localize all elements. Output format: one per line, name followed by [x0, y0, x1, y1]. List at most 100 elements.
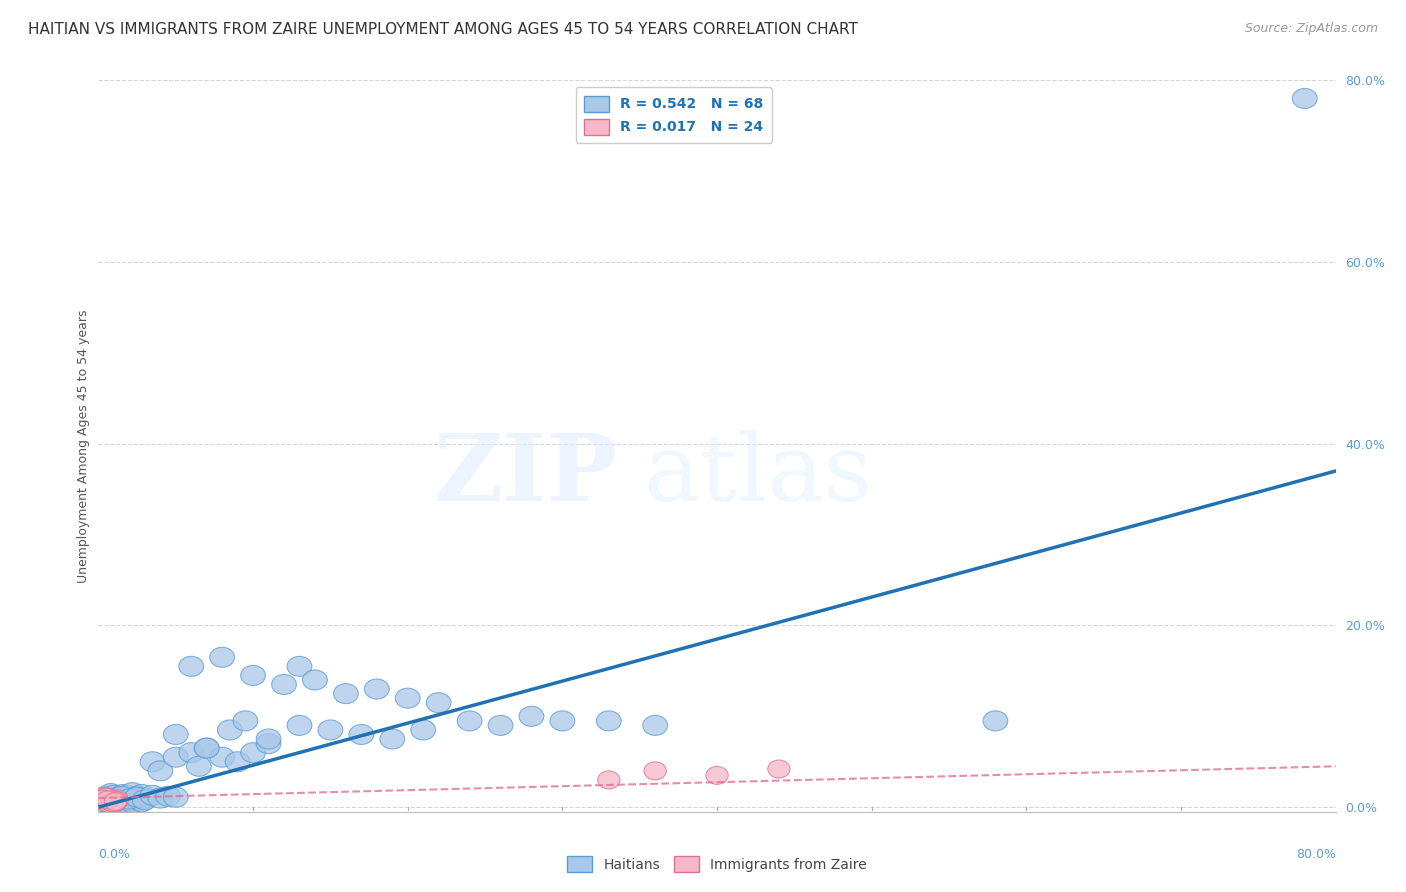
Ellipse shape: [598, 771, 620, 789]
Ellipse shape: [129, 792, 155, 812]
Ellipse shape: [163, 724, 188, 745]
Ellipse shape: [110, 786, 134, 806]
Ellipse shape: [209, 747, 235, 767]
Ellipse shape: [93, 789, 115, 807]
Text: ZIP: ZIP: [434, 430, 619, 520]
Ellipse shape: [395, 688, 420, 708]
Ellipse shape: [519, 706, 544, 726]
Ellipse shape: [179, 743, 204, 763]
Ellipse shape: [101, 785, 127, 805]
Ellipse shape: [768, 760, 790, 778]
Ellipse shape: [105, 792, 128, 810]
Ellipse shape: [194, 738, 219, 758]
Ellipse shape: [117, 789, 142, 809]
Legend: Haitians, Immigrants from Zaire: Haitians, Immigrants from Zaire: [562, 851, 872, 878]
Ellipse shape: [125, 787, 149, 807]
Ellipse shape: [163, 747, 188, 767]
Ellipse shape: [644, 762, 666, 780]
Ellipse shape: [349, 724, 374, 745]
Ellipse shape: [93, 788, 115, 805]
Ellipse shape: [233, 711, 257, 731]
Text: Source: ZipAtlas.com: Source: ZipAtlas.com: [1244, 22, 1378, 36]
Ellipse shape: [114, 794, 139, 814]
Ellipse shape: [105, 790, 128, 808]
Ellipse shape: [100, 793, 122, 811]
Ellipse shape: [104, 793, 127, 811]
Ellipse shape: [94, 786, 118, 806]
Ellipse shape: [120, 782, 145, 803]
Ellipse shape: [101, 790, 127, 810]
Ellipse shape: [120, 793, 145, 813]
Ellipse shape: [287, 715, 312, 735]
Ellipse shape: [225, 752, 250, 772]
Ellipse shape: [103, 791, 125, 809]
Ellipse shape: [550, 711, 575, 731]
Ellipse shape: [218, 720, 242, 740]
Ellipse shape: [148, 761, 173, 780]
Ellipse shape: [129, 784, 155, 805]
Ellipse shape: [141, 752, 165, 772]
Ellipse shape: [132, 789, 157, 808]
Ellipse shape: [132, 790, 157, 810]
Ellipse shape: [104, 789, 129, 808]
Text: HAITIAN VS IMMIGRANTS FROM ZAIRE UNEMPLOYMENT AMONG AGES 45 TO 54 YEARS CORRELAT: HAITIAN VS IMMIGRANTS FROM ZAIRE UNEMPLO…: [28, 22, 858, 37]
Ellipse shape: [100, 796, 122, 814]
Ellipse shape: [426, 693, 451, 713]
Ellipse shape: [156, 786, 180, 806]
Ellipse shape: [96, 789, 117, 806]
Ellipse shape: [98, 793, 121, 811]
Text: atlas: atlas: [643, 430, 872, 520]
Ellipse shape: [380, 729, 405, 749]
Ellipse shape: [96, 792, 117, 810]
Ellipse shape: [163, 787, 188, 807]
Ellipse shape: [643, 715, 668, 735]
Ellipse shape: [457, 711, 482, 731]
Ellipse shape: [240, 665, 266, 685]
Ellipse shape: [333, 683, 359, 704]
Ellipse shape: [97, 794, 120, 812]
Ellipse shape: [256, 733, 281, 754]
Y-axis label: Unemployment Among Ages 45 to 54 years: Unemployment Among Ages 45 to 54 years: [77, 310, 90, 582]
Ellipse shape: [596, 711, 621, 731]
Ellipse shape: [94, 793, 118, 813]
Ellipse shape: [125, 786, 149, 806]
Ellipse shape: [194, 738, 219, 758]
Ellipse shape: [271, 674, 297, 695]
Ellipse shape: [411, 720, 436, 740]
Ellipse shape: [115, 785, 141, 805]
Ellipse shape: [148, 789, 173, 808]
Ellipse shape: [98, 795, 121, 813]
Ellipse shape: [111, 784, 135, 805]
Ellipse shape: [364, 679, 389, 699]
Ellipse shape: [488, 715, 513, 735]
Ellipse shape: [101, 794, 124, 812]
Ellipse shape: [103, 795, 125, 813]
Ellipse shape: [101, 795, 127, 814]
Ellipse shape: [94, 789, 118, 808]
Ellipse shape: [125, 789, 149, 809]
Ellipse shape: [1292, 88, 1317, 109]
Ellipse shape: [91, 794, 114, 812]
Ellipse shape: [110, 792, 134, 812]
Ellipse shape: [209, 648, 235, 667]
Ellipse shape: [97, 791, 120, 809]
Ellipse shape: [98, 783, 124, 804]
Ellipse shape: [107, 787, 131, 807]
Ellipse shape: [706, 766, 728, 784]
Text: 0.0%: 0.0%: [98, 848, 131, 862]
Ellipse shape: [98, 790, 124, 810]
Ellipse shape: [187, 756, 211, 776]
Ellipse shape: [287, 657, 312, 676]
Ellipse shape: [179, 657, 204, 676]
Ellipse shape: [91, 790, 114, 808]
Ellipse shape: [141, 785, 165, 805]
Ellipse shape: [983, 711, 1008, 731]
Text: 80.0%: 80.0%: [1296, 848, 1336, 862]
Ellipse shape: [97, 791, 120, 809]
Ellipse shape: [101, 796, 124, 814]
Ellipse shape: [240, 743, 266, 763]
Ellipse shape: [318, 720, 343, 740]
Ellipse shape: [256, 729, 281, 749]
Ellipse shape: [302, 670, 328, 690]
Ellipse shape: [117, 791, 142, 811]
